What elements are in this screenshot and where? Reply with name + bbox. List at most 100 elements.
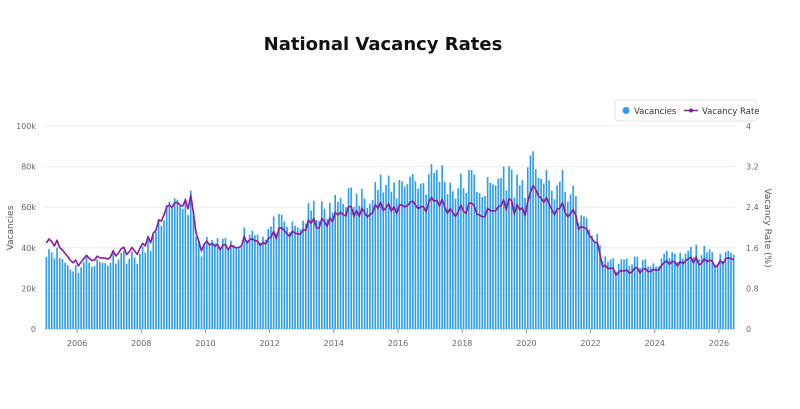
bar[interactable] <box>433 172 435 329</box>
bar[interactable] <box>342 203 345 329</box>
bar[interactable] <box>393 182 395 329</box>
bar[interactable] <box>575 196 577 329</box>
bar[interactable] <box>411 173 414 329</box>
bar[interactable] <box>117 259 120 329</box>
bar[interactable] <box>256 234 259 329</box>
bar[interactable] <box>136 263 139 329</box>
bar[interactable] <box>510 169 513 329</box>
bar[interactable] <box>262 236 264 329</box>
bar[interactable] <box>45 256 48 329</box>
bar[interactable] <box>732 254 735 329</box>
bar[interactable] <box>195 236 197 329</box>
bar[interactable] <box>395 198 398 329</box>
bar[interactable] <box>620 259 623 329</box>
bar[interactable] <box>230 240 232 329</box>
bar[interactable] <box>550 190 553 329</box>
bar[interactable] <box>211 240 213 329</box>
bar[interactable] <box>695 244 698 329</box>
bar[interactable] <box>251 230 254 329</box>
bar[interactable] <box>361 188 363 329</box>
bar[interactable] <box>139 253 141 329</box>
bar[interactable] <box>275 233 278 329</box>
bar[interactable] <box>591 235 593 329</box>
bar[interactable] <box>155 231 157 329</box>
bar[interactable] <box>446 194 449 329</box>
bar[interactable] <box>339 198 342 329</box>
bar[interactable] <box>328 202 331 329</box>
bar[interactable] <box>168 201 171 329</box>
bar[interactable] <box>724 251 727 329</box>
bar[interactable] <box>663 253 665 329</box>
bar[interactable] <box>631 264 633 329</box>
bar[interactable] <box>267 228 270 329</box>
bar[interactable] <box>524 198 526 329</box>
bar[interactable] <box>612 258 615 329</box>
bar[interactable] <box>505 190 508 329</box>
bar[interactable] <box>337 201 339 329</box>
bar[interactable] <box>192 210 195 329</box>
bar[interactable] <box>254 235 256 329</box>
bar[interactable] <box>227 248 230 329</box>
bar[interactable] <box>569 194 572 329</box>
bar[interactable] <box>657 266 660 329</box>
bar[interactable] <box>406 184 409 329</box>
bar[interactable] <box>272 216 275 329</box>
bar[interactable] <box>532 151 534 329</box>
bar[interactable] <box>296 227 299 329</box>
bar[interactable] <box>299 229 302 329</box>
bar[interactable] <box>115 263 117 329</box>
bar[interactable] <box>692 257 695 329</box>
bar[interactable] <box>481 196 484 329</box>
bar[interactable] <box>358 205 361 329</box>
bar[interactable] <box>553 199 556 329</box>
bar[interactable] <box>417 188 419 329</box>
bar[interactable] <box>660 258 663 329</box>
bar[interactable] <box>700 255 703 329</box>
bar[interactable] <box>240 245 243 329</box>
bar[interactable] <box>149 250 152 329</box>
bar[interactable] <box>390 191 393 329</box>
bar[interactable] <box>147 238 149 329</box>
bar[interactable] <box>730 252 732 329</box>
bar[interactable] <box>66 265 69 329</box>
bar[interactable] <box>104 263 107 329</box>
bar[interactable] <box>714 264 716 329</box>
bar[interactable] <box>585 217 588 329</box>
bar[interactable] <box>165 205 168 329</box>
bar[interactable] <box>280 214 283 329</box>
bar[interactable] <box>441 165 443 329</box>
bar[interactable] <box>302 220 304 329</box>
bar[interactable] <box>668 258 671 329</box>
bar[interactable] <box>655 266 657 329</box>
bar[interactable] <box>711 252 714 329</box>
bar[interactable] <box>320 201 323 329</box>
bar[interactable] <box>706 252 708 329</box>
bar[interactable] <box>379 174 382 329</box>
bar[interactable] <box>350 187 353 329</box>
bar[interactable] <box>708 249 711 329</box>
bar[interactable] <box>545 170 548 329</box>
bar[interactable] <box>687 250 690 329</box>
bar[interactable] <box>682 258 684 329</box>
bar[interactable] <box>443 181 446 329</box>
bar[interactable] <box>304 223 307 329</box>
bar[interactable] <box>537 178 540 329</box>
bar[interactable] <box>278 214 280 329</box>
bar[interactable] <box>133 257 136 329</box>
bar[interactable] <box>460 173 462 329</box>
bar[interactable] <box>676 261 679 329</box>
bar[interactable] <box>374 181 377 329</box>
bar[interactable] <box>623 259 625 329</box>
bar[interactable] <box>593 242 596 329</box>
bar[interactable] <box>526 167 529 329</box>
bar[interactable] <box>387 175 390 329</box>
bar[interactable] <box>90 266 93 329</box>
bar[interactable] <box>465 193 468 329</box>
bar[interactable] <box>601 261 604 329</box>
bar[interactable] <box>369 203 371 329</box>
vacancy-rate-line[interactable] <box>45 184 734 277</box>
bar[interactable] <box>345 207 347 329</box>
bar[interactable] <box>160 225 163 329</box>
bar[interactable] <box>489 182 492 329</box>
bar[interactable] <box>288 232 291 329</box>
